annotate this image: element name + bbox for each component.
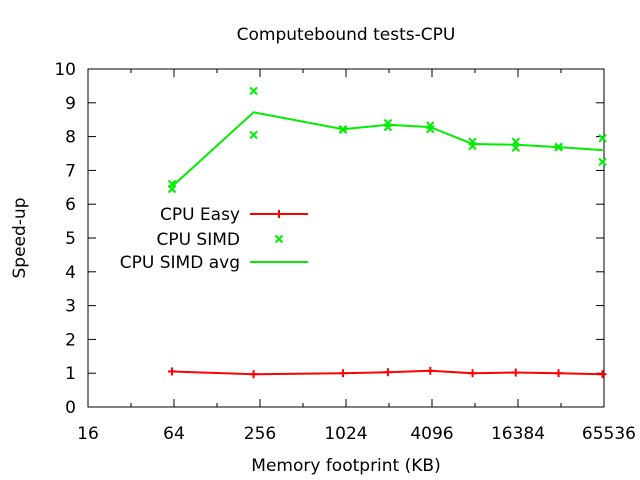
legend: CPU Easy CPU SIMD CPU SIMD avg	[120, 205, 308, 273]
legend-label: CPU SIMD	[156, 230, 240, 250]
y-tick-label: 8	[65, 128, 76, 148]
legend-label: CPU SIMD avg	[120, 253, 240, 273]
marker-cross-b	[274, 234, 284, 244]
y-tick-label: 7	[65, 161, 76, 181]
marker-cross-b	[249, 130, 258, 140]
y-tick-label: 10	[54, 60, 76, 80]
legend-swatch	[250, 210, 308, 218]
marker-cross-b	[426, 124, 435, 134]
series-cpu-simd-avg	[171, 111, 603, 188]
series-cpu-easy	[168, 366, 607, 379]
x-tick-label: 16	[77, 424, 99, 444]
x-tick-label: 65536	[582, 424, 636, 444]
legend-swatch	[274, 234, 284, 244]
y-tick-label: 2	[65, 330, 76, 350]
legend-label: CPU Easy	[160, 205, 240, 225]
marker-cross-b	[598, 157, 607, 167]
y-tick-label: 9	[65, 94, 76, 114]
series-layer	[167, 86, 607, 379]
y-tick-label: 3	[65, 297, 76, 317]
marker-cross-b	[598, 134, 607, 143]
y-tick-label: 6	[65, 195, 76, 215]
y-tick-label: 0	[65, 398, 76, 418]
marker-cross-b	[167, 184, 177, 194]
x-tick-label: 64	[163, 424, 185, 444]
chart-title: Computebound tests-CPU	[237, 25, 456, 45]
tick-labels: 0 1 2 3 4 5 6 7 8 9 10 16 64 256 1024 4096 16384 65536	[54, 60, 636, 444]
y-tick-label: 4	[65, 263, 76, 283]
x-axis-label: Memory footprint (KB)	[251, 456, 440, 476]
x-tick-label: 1024	[324, 424, 367, 444]
series-cpu-simd	[167, 86, 607, 194]
y-axis-label: Speed-up	[10, 198, 30, 279]
series-line	[171, 111, 603, 188]
x-tick-label: 4096	[410, 424, 453, 444]
x-tick-label: 16384	[491, 424, 545, 444]
marker-cross-b	[249, 86, 258, 96]
y-tick-label: 5	[65, 229, 76, 249]
y-tick-label: 1	[65, 364, 76, 384]
x-tick-label: 256	[244, 424, 276, 444]
